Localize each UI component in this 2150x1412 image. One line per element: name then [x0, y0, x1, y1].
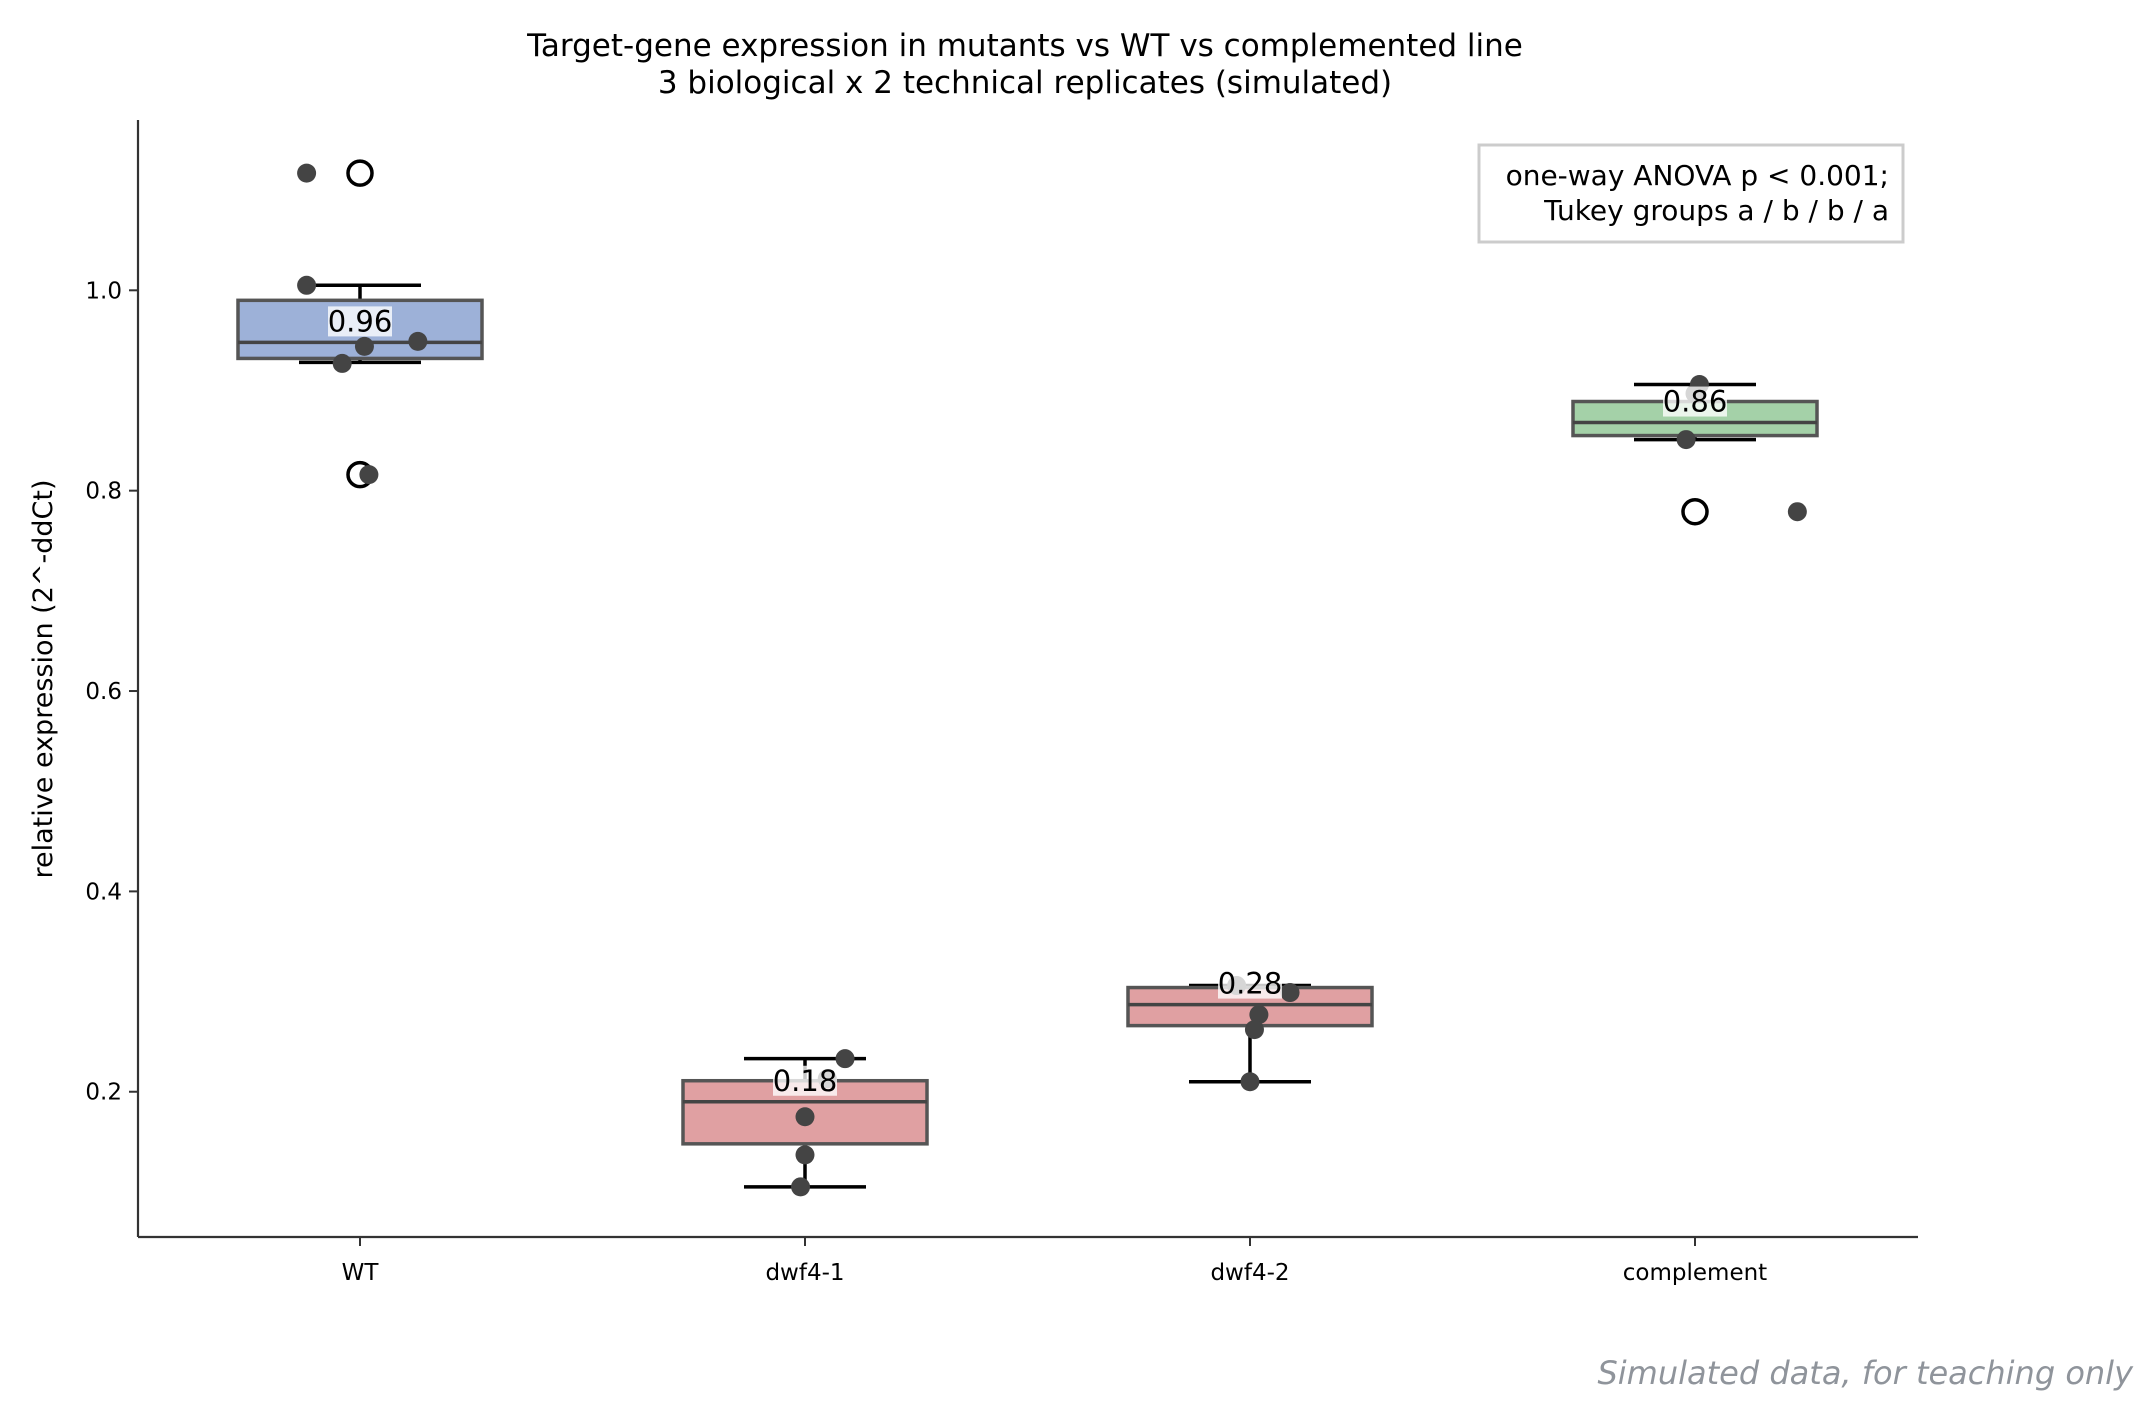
data-point [354, 336, 374, 356]
annotation-line-1: one-way ANOVA p < 0.001; [1506, 159, 1889, 192]
box-group-dwf4-1: 0.18 [681, 1049, 929, 1197]
data-point [1249, 1005, 1269, 1025]
watermark-text: Simulated data, for teaching only [1597, 1354, 2134, 1392]
y-tick-label: 0.2 [85, 1080, 122, 1106]
stats-annotation-box: one-way ANOVA p < 0.001; Tukey groups a … [1477, 143, 1905, 244]
x-tick-label: WT [342, 1260, 380, 1286]
annotation-frame [1477, 143, 1905, 244]
outlier-marker [346, 159, 374, 187]
y-axis-label: relative expression (2^-ddCt) [28, 480, 59, 879]
median-value-label: 0.18 [773, 1064, 838, 1098]
x-tick-label: dwf4-1 [765, 1260, 844, 1286]
y-tick-label: 1.0 [85, 278, 122, 304]
x-tick-label: complement [1623, 1260, 1767, 1286]
median-label-bg [1218, 968, 1282, 999]
data-point [359, 465, 379, 485]
annotation-line-2: Tukey groups a / b / b / a [1543, 194, 1889, 227]
box-group-dwf4-2: 0.28 [1126, 967, 1374, 1092]
data-point [835, 1049, 855, 1069]
plot-area: 0.2 0.4 0.6 0.8 1.0 WT dwf4-1 dwf4-2 complement 0… [85, 120, 1918, 1286]
median-value-label: 0.86 [1663, 385, 1728, 419]
data-point [297, 275, 317, 295]
box-group-complement: 0.86 [1571, 374, 1819, 526]
x-tick-label: dwf4-2 [1210, 1260, 1289, 1286]
data-point [408, 331, 428, 351]
median-label-bg [1663, 386, 1727, 417]
data-point [1244, 1020, 1264, 1040]
median-value-label: 0.28 [1218, 967, 1283, 1001]
median-label-bg [328, 306, 392, 337]
data-point [1240, 1072, 1260, 1092]
box-group-WT: 0.96 [236, 159, 484, 489]
data-point [1787, 502, 1807, 522]
chart-title: Target-gene expression in mutants vs WT … [526, 28, 1523, 64]
data-point [332, 353, 352, 373]
data-point [1676, 430, 1696, 450]
y-tick-label: 0.4 [85, 879, 122, 905]
data-point [795, 1107, 815, 1127]
data-point [795, 1145, 815, 1165]
y-tick-label: 0.8 [85, 479, 122, 505]
median-label-bg [773, 1065, 837, 1096]
chart-subtitle: 3 biological x 2 technical replicates (s… [658, 65, 1392, 101]
data-point [1280, 983, 1300, 1003]
outlier-marker [1681, 497, 1709, 526]
y-tick-label: 0.6 [85, 679, 122, 705]
data-point [297, 163, 317, 183]
median-value-label: 0.96 [328, 304, 393, 338]
data-point [791, 1177, 811, 1197]
